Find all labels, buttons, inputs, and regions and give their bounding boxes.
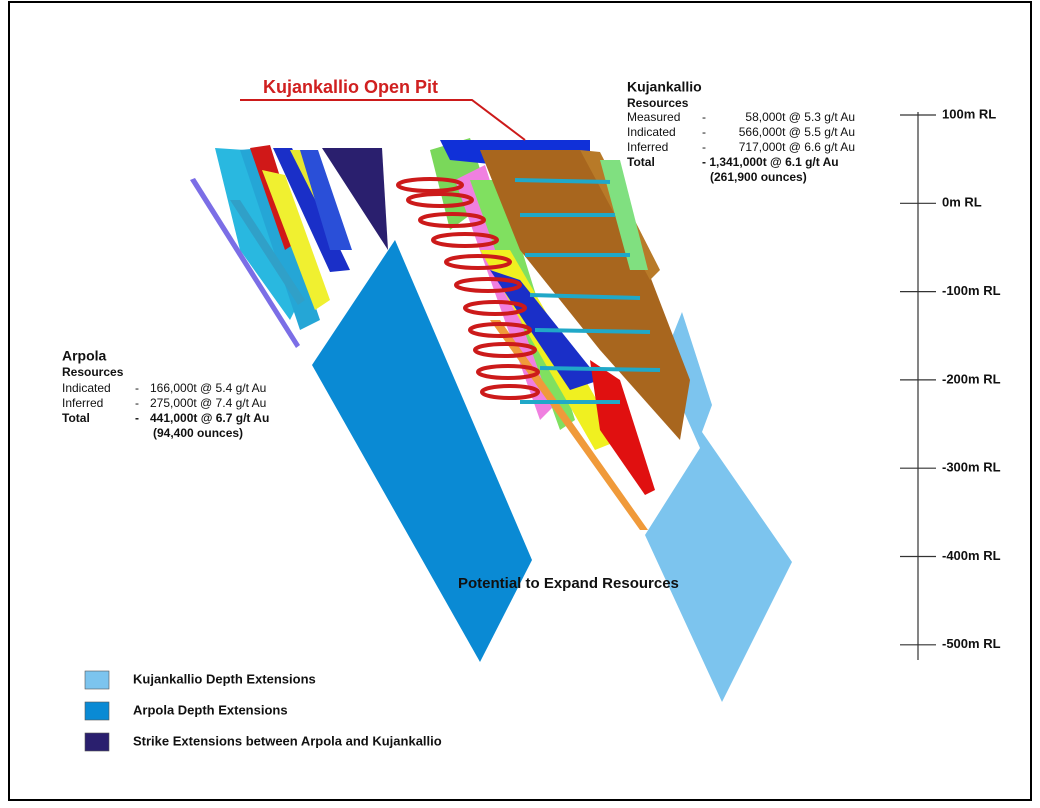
block-heading: Resources [62,365,124,379]
title-leader [240,99,526,141]
ounces: (94,400 ounces) [153,426,243,440]
block-name: Arpola [62,348,107,364]
legend-label: Strike Extensions between Arpola and Kuj… [133,733,442,748]
row-value: 566,000t @ 5.5 g/t Au [739,125,855,139]
row-label: Inferred [627,140,668,154]
vein [240,148,320,330]
scale-label: -300m RL [942,460,1001,475]
total-value: 441,000t @ 6.7 g/t Au [150,411,269,425]
scale-label: -400m RL [942,548,1001,563]
annotation: Potential to Expand Resources [458,575,679,592]
row-value: 166,000t @ 5.4 g/t Au [150,381,266,395]
ounces: (261,900 ounces) [710,170,807,184]
legend-swatch [84,670,110,690]
strike-extension [322,148,388,250]
total-label: Total [627,155,655,169]
row-dash: - [135,396,139,410]
vein [300,150,352,250]
legend-swatch [84,732,110,752]
total-label: Total [62,411,90,425]
rl-scale: 100m RL 0m RL -100m RL -200m RL -300m RL -400… [900,106,1001,660]
legend-swatch [84,701,110,721]
kujankallio-extension [645,312,792,702]
arpola-resources: Arpola Resources Indicated - 166,000t @ … [62,348,269,440]
scale-label: -100m RL [942,283,1001,298]
vein [262,170,330,310]
vein [230,200,305,305]
scale-label: 100m RL [942,106,996,121]
row-dash: - [702,110,706,124]
row-label: Inferred [62,396,103,410]
row-label: Measured [627,110,680,124]
scale-label: -200m RL [942,371,1001,386]
title: Kujankallio Open Pit [263,77,438,97]
legend: Kujankallio Depth Extensions Arpola Depth… [84,670,442,752]
legend-label: Arpola Depth Extensions [133,702,288,717]
vein [590,360,655,495]
scale-label: 0m RL [942,195,982,210]
row-label: Indicated [62,381,111,395]
block-name: Kujankallio [627,79,702,95]
row-label: Indicated [627,125,676,139]
arpola-extension [312,240,532,662]
row-value: 275,000t @ 7.4 g/t Au [150,396,266,410]
drill-holes [514,178,661,404]
kujankallio-resources: Kujankallio Resources Measured - 58,000t… [627,79,855,184]
row-value: 717,000t @ 6.6 g/t Au [739,140,855,154]
drill-helix [396,177,540,400]
total-dash: - [135,411,139,425]
row-value: 58,000t @ 5.3 g/t Au [745,110,855,124]
vein [600,160,648,270]
block-heading: Resources [627,96,689,110]
section-drawing [190,138,792,702]
vein [490,320,648,530]
scale-label: -500m RL [942,636,1001,651]
legend-label: Kujankallio Depth Extensions [133,671,316,686]
row-dash: - [702,140,706,154]
vein [190,178,300,348]
row-dash: - [702,125,706,139]
total-value: - 1,341,000t @ 6.1 g/t Au [702,155,839,169]
row-dash: - [135,381,139,395]
